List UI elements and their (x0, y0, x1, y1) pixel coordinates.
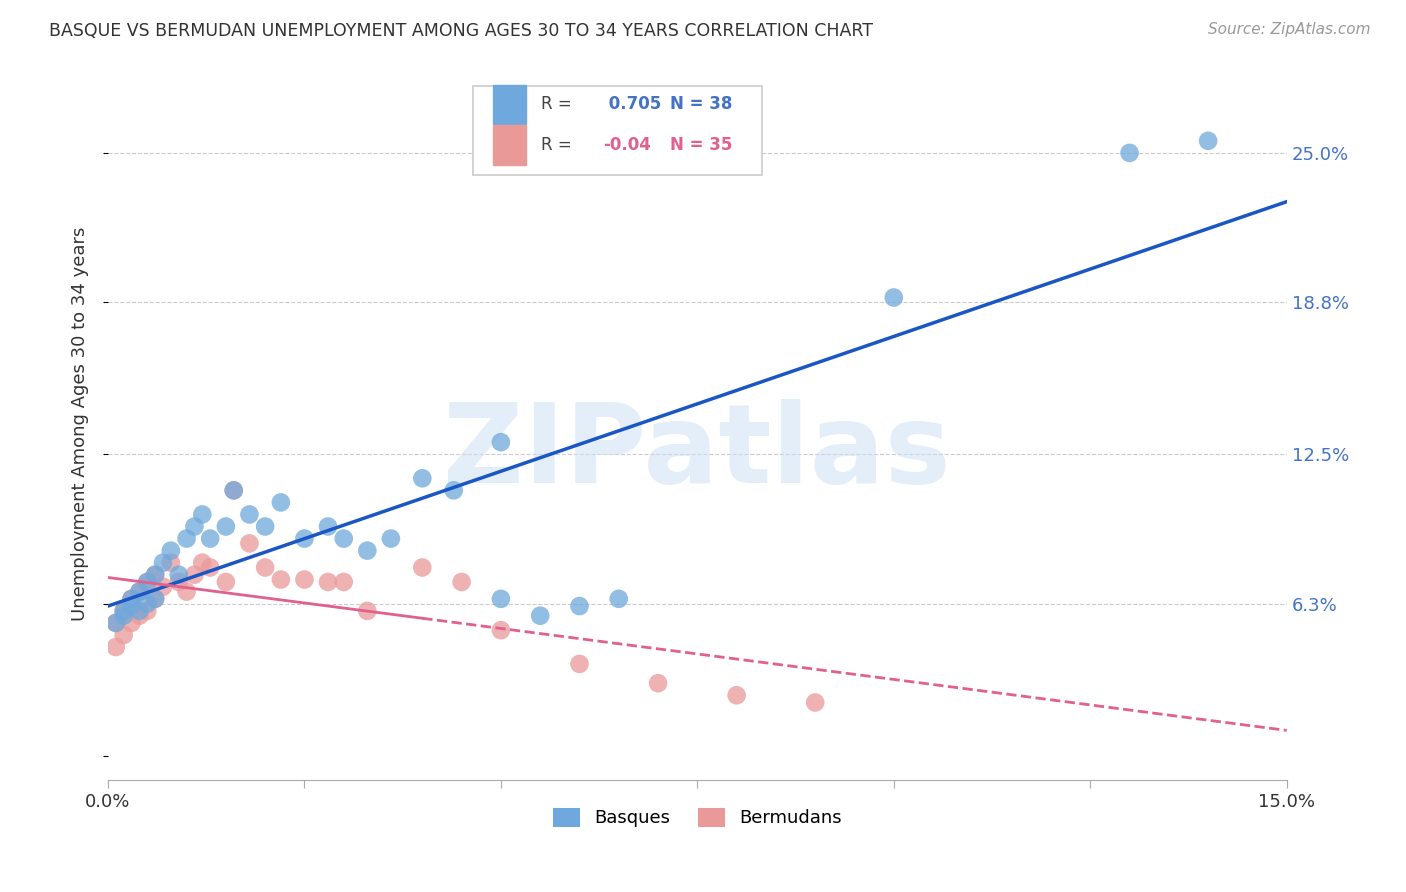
Point (128, 608, 150, 623)
Point (254, 519, 277, 533)
Point (568, 657, 591, 671)
Point (136, 574, 159, 589)
Point (607, 591, 630, 606)
Point (143, 591, 166, 606)
Point (222, 483, 245, 498)
Point (167, 567, 190, 582)
Point (380, 532, 402, 546)
Point (143, 591, 166, 606)
Point (160, 556, 183, 570)
Legend: Basques, Bermudans: Basques, Bermudans (546, 801, 849, 835)
Point (725, 688, 748, 702)
Point (450, 574, 472, 589)
Point (411, 560, 433, 574)
Point (143, 567, 166, 582)
Point (128, 584, 150, 599)
Point (198, 560, 221, 574)
Point (112, 628, 135, 642)
Point (191, 556, 214, 570)
Point (176, 584, 198, 599)
Point (136, 597, 159, 611)
Point (294, 532, 316, 546)
Point (411, 471, 433, 485)
Point (136, 604, 159, 618)
Point (104, 615, 127, 630)
Point (136, 574, 159, 589)
FancyBboxPatch shape (494, 126, 526, 164)
Point (489, 591, 512, 606)
Point (215, 519, 238, 533)
Point (238, 508, 260, 522)
Point (121, 599, 143, 613)
Point (1197, 134, 1219, 148)
Point (121, 615, 143, 630)
Point (529, 608, 551, 623)
Point (238, 536, 260, 550)
Point (176, 532, 198, 546)
Point (112, 604, 135, 618)
Text: BASQUE VS BERMUDAN UNEMPLOYMENT AMONG AGES 30 TO 34 YEARS CORRELATION CHART: BASQUE VS BERMUDAN UNEMPLOYMENT AMONG AG… (49, 22, 873, 40)
Text: -0.04: -0.04 (603, 136, 651, 154)
Text: Source: ZipAtlas.com: Source: ZipAtlas.com (1208, 22, 1371, 37)
Text: N = 38: N = 38 (671, 95, 733, 113)
Point (316, 519, 339, 533)
Point (356, 604, 378, 618)
Point (1118, 145, 1140, 160)
Point (883, 291, 905, 305)
Point (112, 608, 135, 623)
Point (316, 574, 339, 589)
Point (143, 567, 166, 582)
FancyBboxPatch shape (494, 85, 526, 124)
Text: N = 35: N = 35 (671, 136, 733, 154)
Point (183, 567, 205, 582)
Point (112, 604, 135, 618)
Text: R =: R = (540, 136, 576, 154)
Point (121, 591, 143, 606)
Point (332, 574, 354, 589)
Point (104, 615, 127, 630)
Point (104, 640, 127, 654)
Point (198, 532, 221, 546)
Point (294, 573, 316, 587)
Point (489, 623, 512, 637)
Point (128, 604, 150, 618)
Point (128, 584, 150, 599)
Point (191, 508, 214, 522)
Point (443, 483, 465, 498)
Text: ZIPatlas: ZIPatlas (443, 399, 952, 506)
Point (332, 532, 354, 546)
Point (254, 560, 277, 574)
Point (222, 483, 245, 498)
Point (568, 599, 591, 613)
Point (804, 696, 827, 710)
Text: 0.705: 0.705 (603, 95, 661, 113)
Point (152, 556, 174, 570)
Point (160, 543, 183, 558)
Point (489, 435, 512, 450)
Point (356, 543, 378, 558)
FancyBboxPatch shape (474, 87, 762, 175)
Point (121, 591, 143, 606)
Point (183, 519, 205, 533)
Y-axis label: Unemployment Among Ages 30 to 34 years: Unemployment Among Ages 30 to 34 years (72, 227, 89, 621)
Point (270, 495, 292, 509)
Point (215, 574, 238, 589)
Point (167, 574, 190, 589)
Point (152, 580, 174, 594)
Point (270, 573, 292, 587)
Point (647, 676, 669, 690)
Text: R =: R = (540, 95, 576, 113)
